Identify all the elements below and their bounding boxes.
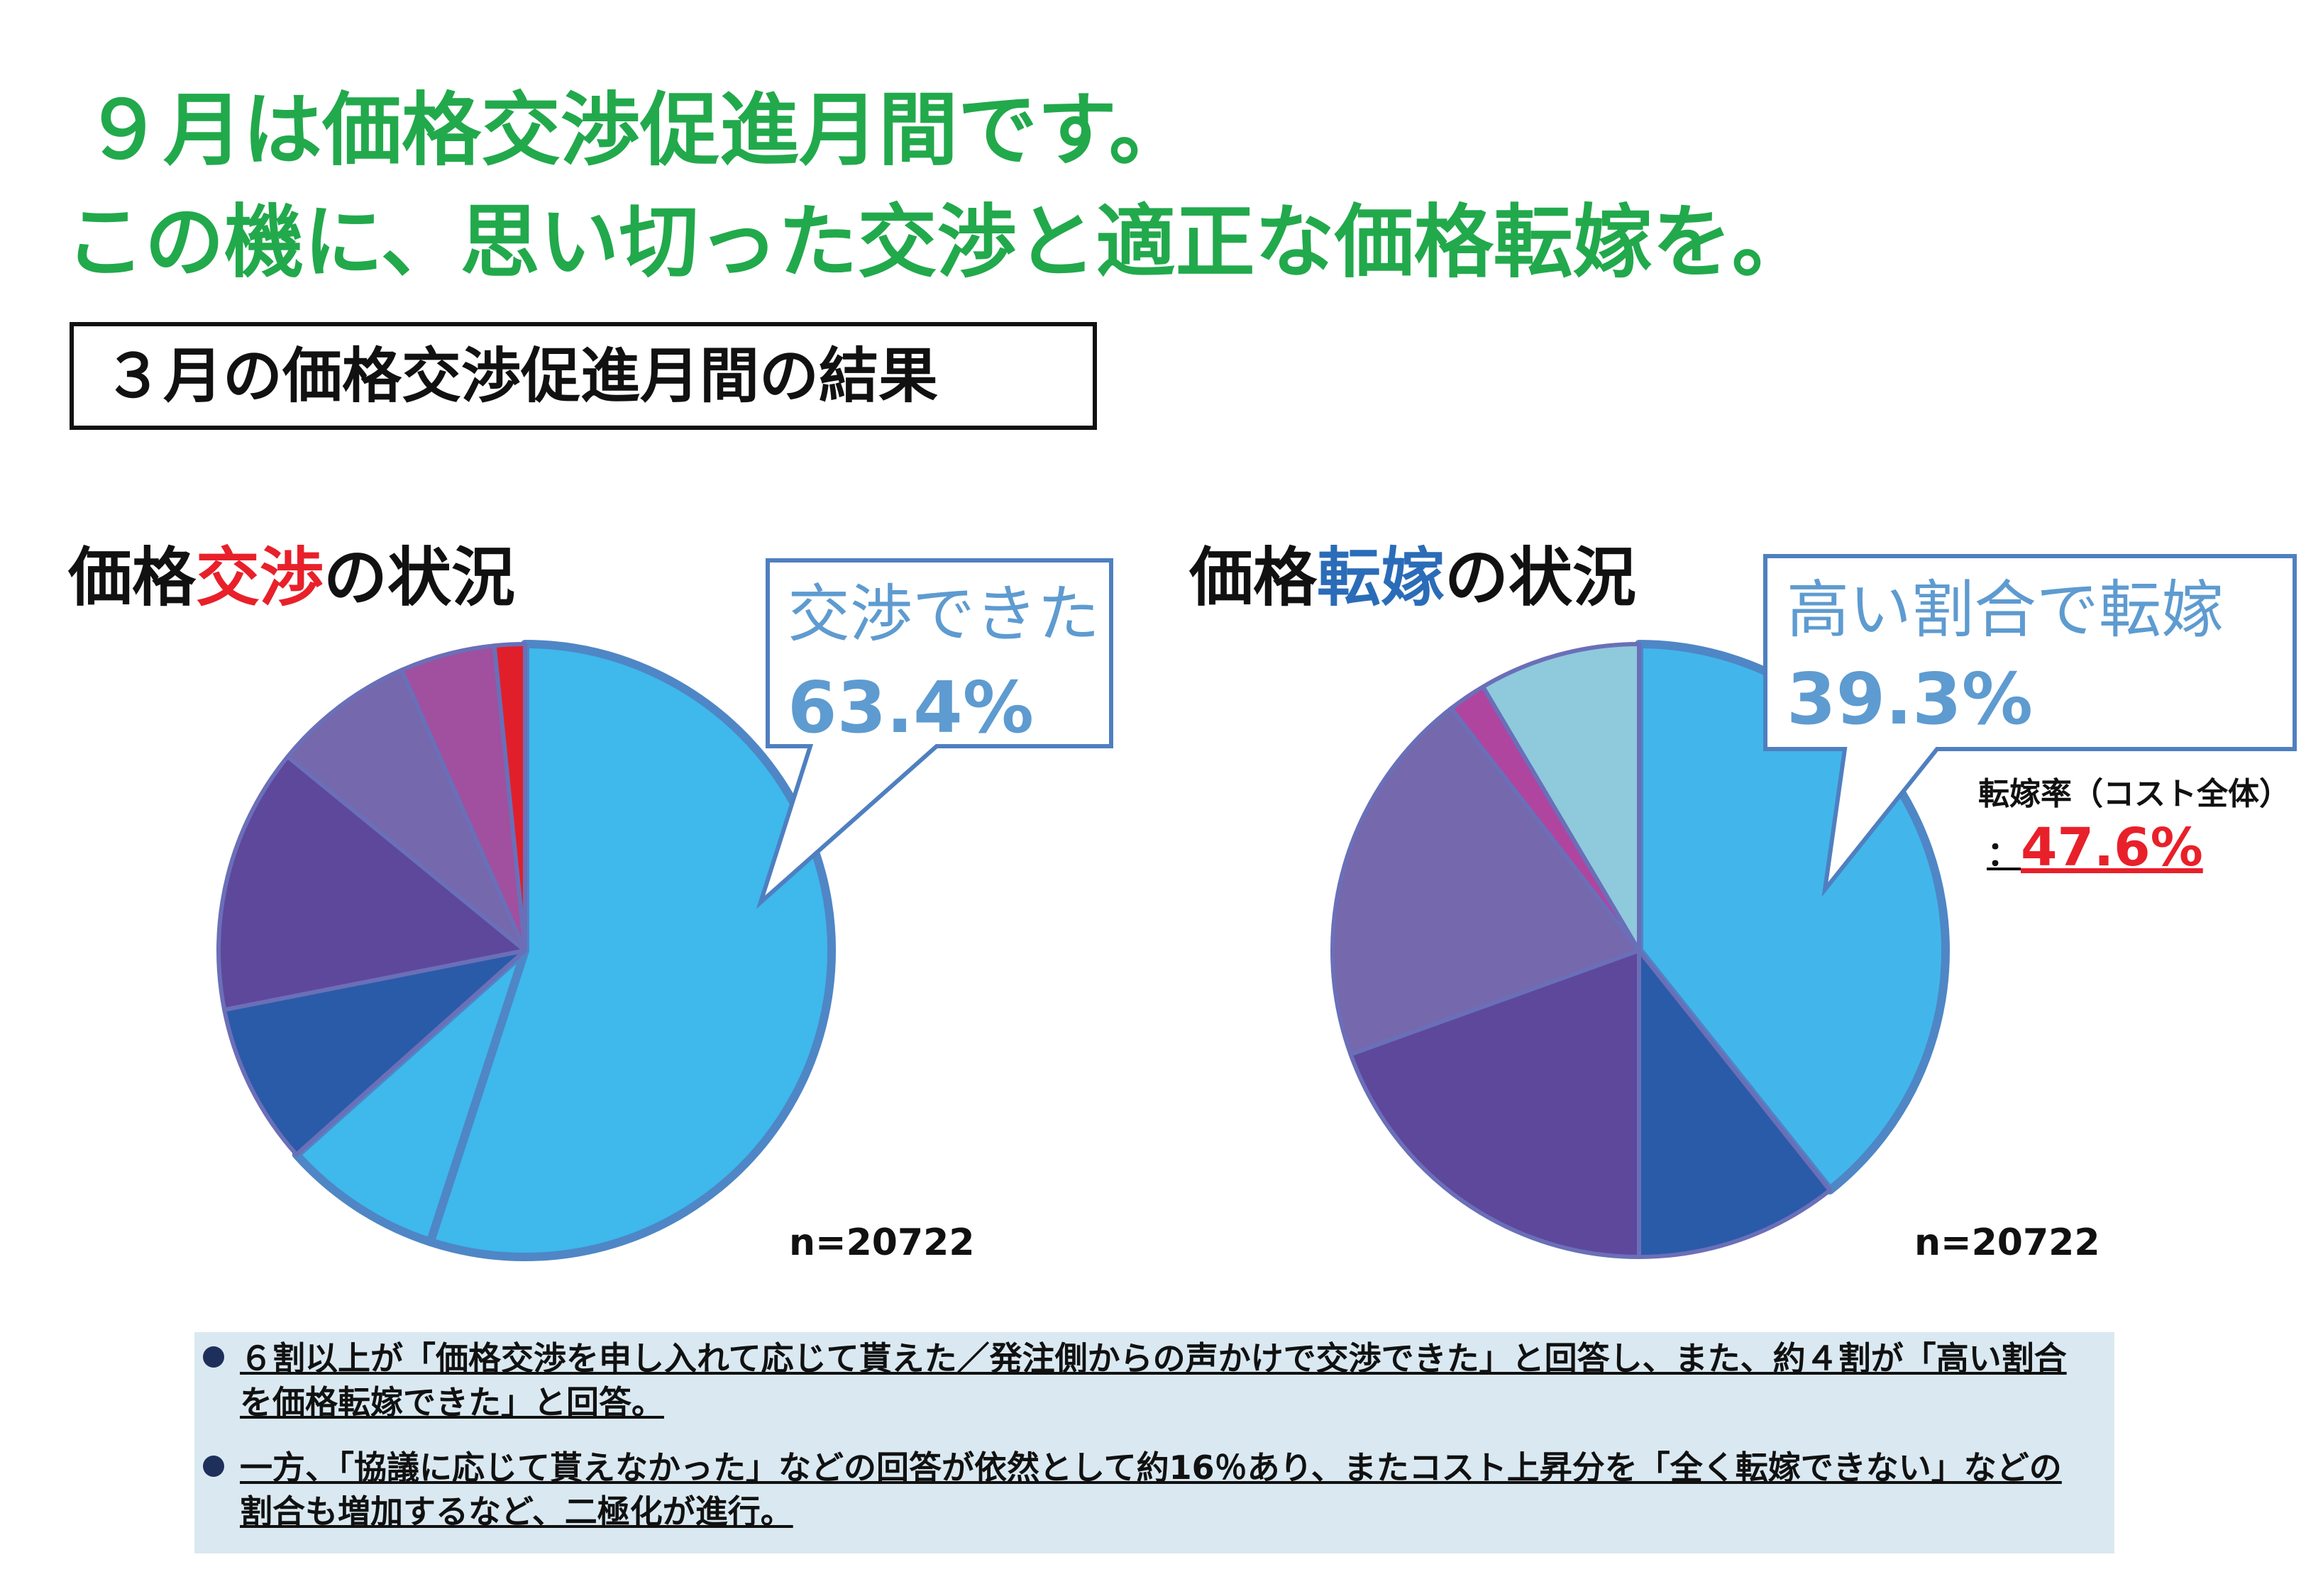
summary-note-2-text: 一方、「協議に応じて貰えなかった」などの回答が依然として約16％あり、またコスト… [240, 1448, 2062, 1531]
negotiation-pie-chart [216, 640, 836, 1261]
negotiation-pie-slice-3 [222, 948, 527, 1157]
negotiation-pie-slice-7 [492, 642, 527, 953]
negotiation-pie-slice-4 [216, 754, 527, 1012]
bullet-icon [203, 1346, 224, 1368]
results-section-title: ３月の価格交渉促進月間の結果 [70, 322, 1097, 430]
pass-through-callout-value: 39.3% [1787, 658, 2033, 741]
negotiation-pie-slice-5 [285, 667, 527, 953]
bullet-icon [203, 1456, 224, 1477]
pass-through-rate: ：47.6% [1987, 821, 2203, 874]
headline-line-2: この機に、思い切った交渉と適正な価格転嫁を。 [65, 196, 1811, 289]
negotiation-sample-size: n=20722 [789, 1221, 975, 1264]
negotiation-pie-slice-2 [292, 946, 529, 1246]
negotiation-title-highlight: 交渉 [196, 541, 324, 615]
negotiation-title-pre: 価格 [68, 541, 196, 615]
pass-through-rate-colon: ： [1987, 834, 2021, 874]
pass-through-title-pre: 価格 [1189, 541, 1317, 615]
pass-through-rate-value: 47.6% [2021, 817, 2203, 878]
pass-through-rate-label: 転嫁率（コスト全体） [1978, 776, 2290, 812]
pass-through-chart-title: 価格転嫁の状況 [1189, 546, 1636, 610]
summary-notes: ６割以上が「価格交渉を申し入れて応じて貰えた／発注側からの声かけで交渉できた」と… [194, 1332, 2114, 1553]
pass-through-callout-bubble [1763, 554, 2297, 897]
pass-through-title-post: の状況 [1445, 541, 1636, 615]
pass-through-sample-size: n=20722 [1914, 1221, 2100, 1264]
negotiation-callout-bubble [756, 558, 1113, 909]
pass-through-pie-slice-3 [1348, 948, 1641, 1259]
negotiation-title-post: の状況 [324, 541, 515, 615]
pass-through-pie-slice-4 [1330, 706, 1641, 1057]
pass-through-title-highlight: 転嫁 [1317, 541, 1445, 615]
negotiation-callout-value: 63.4% [788, 666, 1034, 749]
summary-note-1-text: ６割以上が「価格交渉を申し入れて応じて貰えた／発注側からの声かけで交渉できた」と… [240, 1339, 2067, 1422]
negotiation-chart-title: 価格交渉の状況 [68, 546, 515, 610]
negotiation-pie-slice-1 [426, 640, 836, 1261]
pass-through-pie-slice-6 [1481, 642, 1641, 953]
headline-line-1: ９月は価格交渉促進月間です。 [84, 84, 1188, 177]
negotiation-callout-label: 交渉できた [788, 577, 1100, 650]
pass-through-callout-label: 高い割合で転嫁 [1787, 573, 2224, 646]
pass-through-pie-slice-2 [1637, 948, 1833, 1259]
